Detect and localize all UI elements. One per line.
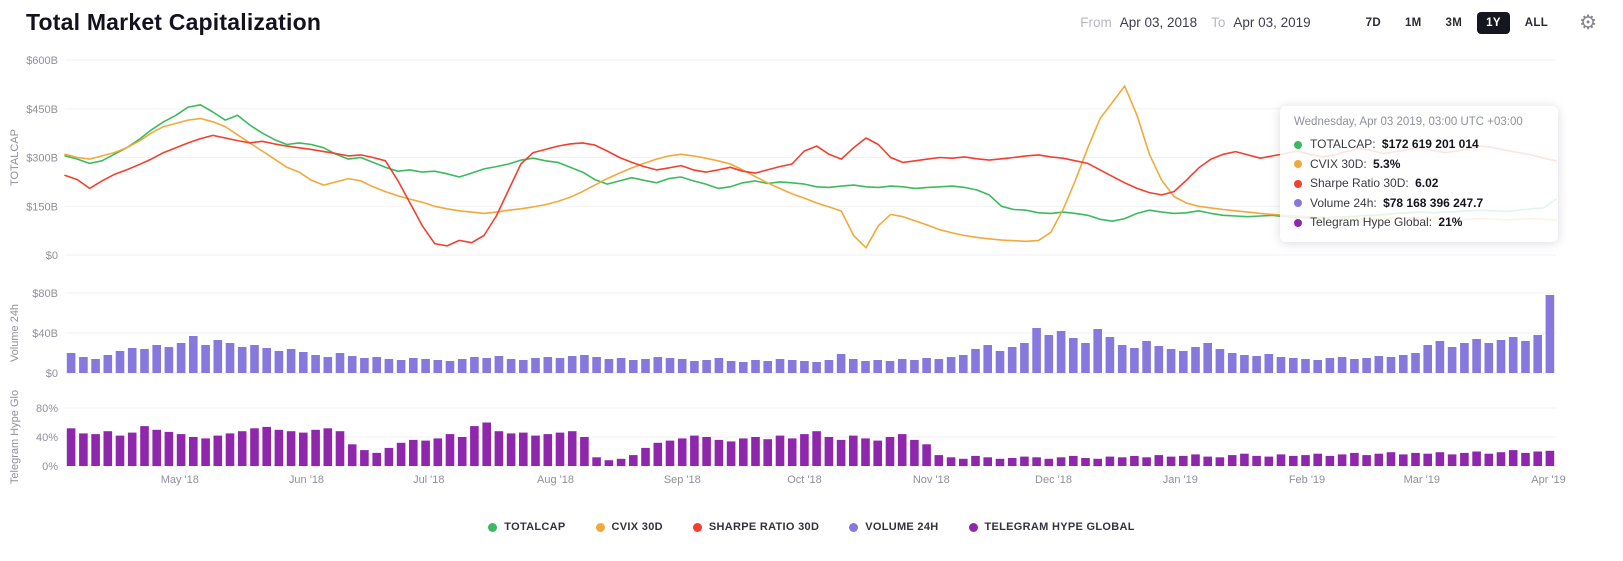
y-axis-title-totalcap: TOTALCAP bbox=[9, 129, 21, 186]
legend-dot bbox=[692, 522, 702, 532]
y-axis-title-volume-24h: Volume 24h bbox=[9, 304, 21, 362]
legend-item-cvix-30d[interactable]: CVIX 30D bbox=[595, 521, 663, 533]
tooltip-row-volume-24h: Volume 24h: $78 168 396 247.7 bbox=[1294, 194, 1544, 214]
range-button-1y[interactable]: 1Y bbox=[1477, 11, 1510, 34]
header: Total Market Capitalization From Apr 03,… bbox=[0, 0, 1623, 38]
y-tick-label: $600B bbox=[26, 55, 58, 67]
y-tick-label: $300B bbox=[26, 153, 58, 165]
x-tick-label: Nov '18 bbox=[913, 474, 950, 486]
legend-label: CVIX 30D bbox=[611, 521, 663, 533]
x-tick-label: Jan '19 bbox=[1163, 474, 1198, 486]
chart-tooltip: Wednesday, Apr 03 2019, 03:00 UTC +03:00… bbox=[1280, 106, 1558, 242]
to-date-picker[interactable]: Apr 03, 2019 bbox=[1233, 15, 1311, 30]
x-tick-label: Feb '19 bbox=[1289, 474, 1325, 486]
x-tick-label: Jun '18 bbox=[289, 474, 324, 486]
y-tick-label: $40B bbox=[32, 328, 58, 340]
y-axis-title-telegram-hype-glo: Telegram Hype Glo bbox=[9, 390, 21, 484]
y-tick-label: 80% bbox=[36, 403, 58, 415]
legend-item-telegram-hype-global[interactable]: TELEGRAM HYPE GLOBAL bbox=[968, 521, 1135, 533]
series-color-dot bbox=[1294, 199, 1302, 208]
y-tick-label: 0% bbox=[42, 461, 58, 473]
tooltip-rows: TOTALCAP: $172 619 201 014 CVIX 30D: 5.3%… bbox=[1294, 135, 1544, 233]
legend-dot bbox=[488, 522, 498, 532]
x-tick-label: Apr '19 bbox=[1531, 474, 1566, 486]
y-tick-label: $450B bbox=[26, 104, 58, 116]
from-label: From bbox=[1080, 15, 1112, 30]
x-tick-label: May '18 bbox=[161, 474, 199, 486]
legend-label: TOTALCAP bbox=[504, 521, 566, 533]
x-tick-label: Jul '18 bbox=[413, 474, 444, 486]
series-color-dot bbox=[1294, 218, 1302, 227]
y-tick-label: $150B bbox=[26, 201, 58, 213]
tooltip-row-text: TOTALCAP: $172 619 201 014 bbox=[1310, 137, 1479, 151]
legend-dot bbox=[968, 522, 978, 532]
tooltip-row-text: CVIX 30D: 5.3% bbox=[1310, 156, 1401, 171]
y-tick-label: $0 bbox=[46, 368, 58, 380]
chart-legend: TOTALCAP CVIX 30D SHARPE RATIO 30D VOLUME 2… bbox=[0, 521, 1623, 533]
range-selector: 7D 1M 3M 1Y ALL bbox=[1351, 11, 1557, 34]
legend-item-sharpe-ratio-30d[interactable]: SHARPE RATIO 30D bbox=[692, 521, 820, 533]
page-title: Total Market Capitalization bbox=[26, 9, 322, 35]
legend-label: SHARPE RATIO 30D bbox=[708, 521, 820, 533]
y-tick-label: $80B bbox=[32, 288, 58, 300]
x-tick-label: Oct '18 bbox=[787, 474, 822, 486]
legend-label: VOLUME 24H bbox=[865, 521, 939, 533]
legend-item-totalcap[interactable]: TOTALCAP bbox=[488, 521, 565, 533]
bar-series-volume-24h bbox=[66, 295, 1555, 373]
legend-dot bbox=[595, 522, 605, 532]
header-controls: From Apr 03, 2018 To Apr 03, 2019 7D 1M 3M… bbox=[1080, 11, 1597, 34]
tooltip-date: Wednesday, Apr 03 2019, 03:00 UTC +03:00 bbox=[1294, 116, 1523, 128]
x-tick-label: Dec '18 bbox=[1035, 474, 1072, 486]
range-button-3m[interactable]: 3M bbox=[1437, 12, 1472, 34]
legend-item-volume-24h[interactable]: VOLUME 24H bbox=[849, 521, 938, 533]
legend-dot bbox=[849, 522, 859, 532]
range-button-7d[interactable]: 7D bbox=[1357, 12, 1390, 34]
bar-series-telegram-hype-global bbox=[66, 422, 1555, 467]
tooltip-row-telegram-hype-global: Telegram Hype Global: 21% bbox=[1294, 213, 1544, 233]
y-tick-label: $0 bbox=[46, 250, 58, 262]
tooltip-row-sharpe-ratio-30d: Sharpe Ratio 30D: 6.02 bbox=[1294, 174, 1544, 194]
tooltip-row-cvix-30d: CVIX 30D: 5.3% bbox=[1294, 155, 1544, 175]
series-color-dot bbox=[1294, 140, 1302, 149]
series-color-dot bbox=[1294, 179, 1302, 188]
range-button-all[interactable]: ALL bbox=[1516, 12, 1557, 34]
tooltip-row-totalcap: TOTALCAP: $172 619 201 014 bbox=[1294, 135, 1544, 155]
to-label: To bbox=[1211, 15, 1226, 30]
settings-gear-icon[interactable]: ⚙ bbox=[1579, 11, 1597, 34]
tooltip-row-text: Sharpe Ratio 30D: 6.02 bbox=[1310, 176, 1439, 190]
range-button-1m[interactable]: 1M bbox=[1396, 12, 1431, 34]
series-color-dot bbox=[1294, 160, 1302, 169]
legend-label: TELEGRAM HYPE GLOBAL bbox=[984, 521, 1135, 533]
tooltip-row-text: Telegram Hype Global: 21% bbox=[1310, 215, 1463, 229]
tooltip-row-text: Volume 24h: $78 168 396 247.7 bbox=[1310, 195, 1484, 210]
x-tick-label: Mar '19 bbox=[1404, 474, 1440, 486]
x-tick-label: Aug '18 bbox=[537, 474, 574, 486]
x-tick-label: Sep '18 bbox=[664, 474, 701, 486]
from-date-picker[interactable]: Apr 03, 2018 bbox=[1119, 15, 1198, 30]
y-tick-label: 40% bbox=[36, 432, 58, 444]
